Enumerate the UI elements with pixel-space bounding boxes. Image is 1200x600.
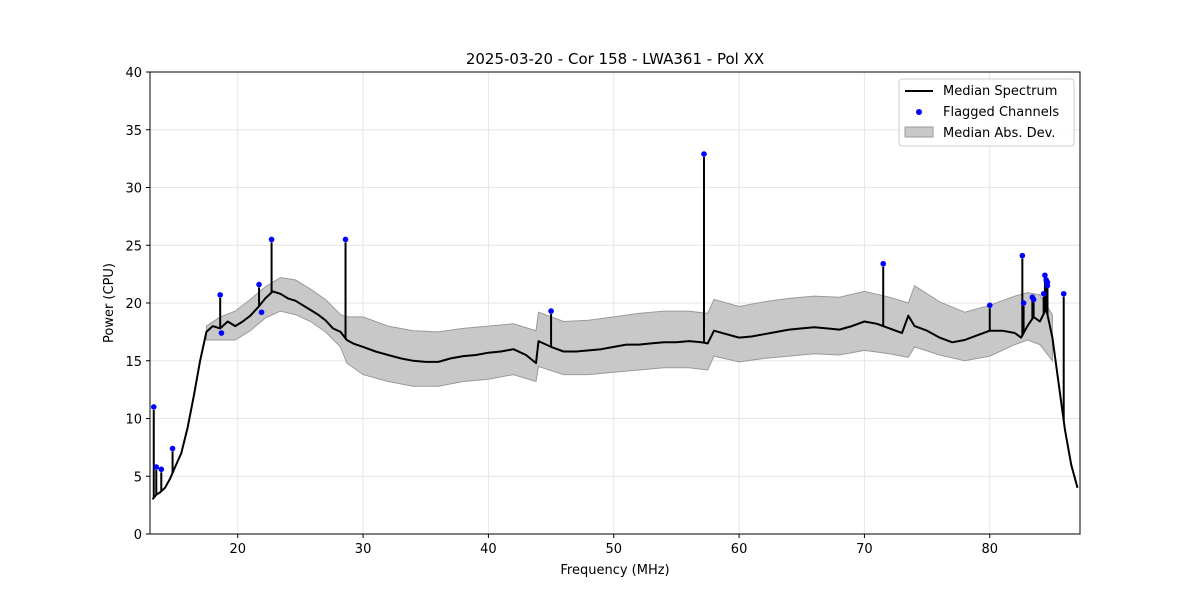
- x-tick-label: 80: [981, 542, 998, 557]
- x-axis-ticks: 20 30 40 50 60 70 80: [229, 534, 998, 557]
- flagged-channel-point: [256, 281, 262, 288]
- legend-point-swatch: [916, 109, 922, 115]
- flagged-channel-point: [701, 151, 707, 157]
- mad-band-layer: [205, 277, 1053, 387]
- flagged-channel-point: [268, 236, 275, 243]
- y-tick-label: 20: [125, 297, 142, 312]
- flagged-channel-point: [548, 308, 554, 314]
- x-tick-label: 50: [605, 542, 622, 557]
- legend: Median Spectrum Flagged Channels Median …: [898, 78, 1075, 147]
- y-tick-label: 10: [125, 413, 142, 428]
- flagged-channel-point: [158, 466, 165, 473]
- flagged-channel-point: [880, 260, 887, 267]
- flagged-channels-layer: [150, 151, 1067, 473]
- flagged-channel-point: [1030, 296, 1037, 303]
- flagged-channel-point: [986, 302, 993, 309]
- flagged-channel-point: [1044, 282, 1051, 289]
- y-tick-label: 40: [125, 66, 142, 81]
- flagged-channel-point: [1042, 272, 1048, 279]
- y-axis-label: Power (CPU): [102, 263, 117, 343]
- y-axis-ticks: 0 5 10 15 20 25 30 35 40: [125, 66, 150, 543]
- legend-label-flagged: Flagged Channels: [943, 105, 1059, 120]
- legend-box: [898, 78, 1075, 147]
- flagged-channel-point: [1040, 290, 1047, 297]
- flagged-channel-point: [218, 330, 225, 336]
- flagged-channel-point: [217, 292, 223, 298]
- flagged-channel-point: [169, 445, 176, 452]
- flagged-channel-point: [258, 309, 265, 316]
- y-tick-label: 15: [125, 355, 142, 370]
- mad-band: [205, 277, 1053, 387]
- y-tick-label: 35: [125, 124, 142, 139]
- x-tick-label: 30: [355, 542, 372, 557]
- x-tick-label: 60: [731, 542, 748, 557]
- x-tick-label: 40: [480, 542, 497, 557]
- x-tick-label: 20: [229, 542, 246, 557]
- y-tick-label: 5: [134, 470, 142, 485]
- median-spectrum-layer: [151, 157, 1079, 501]
- flagged-channel-point: [1019, 252, 1026, 259]
- y-tick-label: 30: [125, 182, 142, 197]
- legend-label-median: Median Spectrum: [943, 84, 1057, 99]
- legend-label-mad: Median Abs. Dev.: [943, 126, 1055, 141]
- median-spectrum-line: [151, 290, 1079, 501]
- flagged-channel-point: [1020, 300, 1027, 306]
- y-tick-label: 0: [134, 528, 142, 543]
- y-tick-label: 25: [125, 239, 142, 254]
- chart-title: 2025-03-20 - Cor 158 - LWA361 - Pol XX: [466, 50, 764, 68]
- flagged-channel-point: [153, 464, 160, 470]
- flagged-channel-point: [1060, 290, 1067, 297]
- flagged-channel-point: [150, 404, 157, 410]
- legend-band-swatch: [904, 126, 934, 138]
- flagged-channel-point: [342, 236, 349, 243]
- x-axis-label: Frequency (MHz): [560, 563, 669, 578]
- x-tick-label: 70: [856, 542, 873, 557]
